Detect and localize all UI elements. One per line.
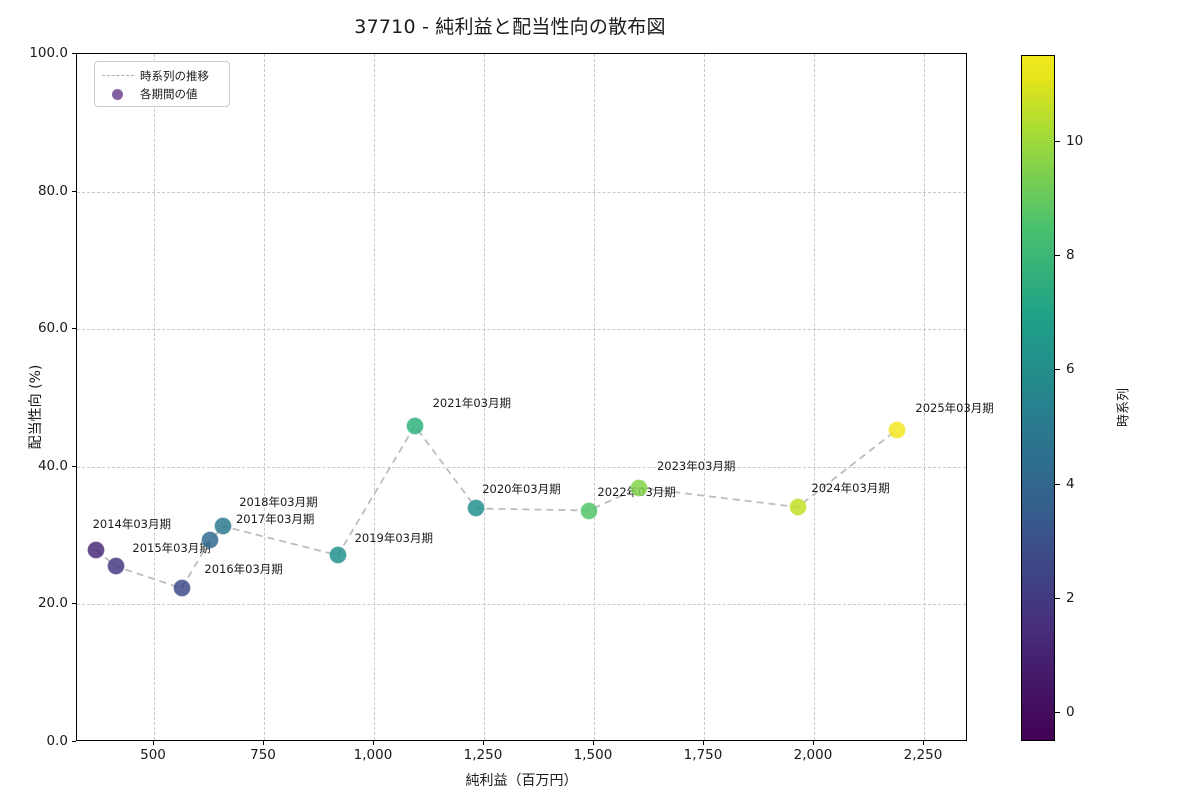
y-tick-mark xyxy=(72,741,76,742)
gridline-horizontal xyxy=(77,329,966,331)
gridline-vertical xyxy=(154,54,155,740)
data-point[interactable] xyxy=(329,546,347,564)
y-tick-mark xyxy=(72,465,76,467)
colorbar-tick-label: 6 xyxy=(1066,361,1075,378)
y-tick-label: 60.0 xyxy=(37,320,68,337)
colorbar-tick-mark xyxy=(1055,483,1060,485)
x-tick-mark xyxy=(813,741,814,745)
data-point-label: 2019年03月期 xyxy=(354,531,433,546)
legend-label-values: 各期間の値 xyxy=(140,86,198,101)
x-tick-mark xyxy=(153,741,154,745)
data-point-label: 2017年03月期 xyxy=(235,512,315,527)
x-tick-mark xyxy=(923,741,924,745)
data-point[interactable] xyxy=(406,417,424,435)
data-point-label: 2016年03月期 xyxy=(204,562,283,577)
x-tick-label: 1,250 xyxy=(463,747,503,763)
x-tick-mark xyxy=(373,741,374,745)
y-tick-mark xyxy=(72,53,76,54)
gridline-vertical xyxy=(484,54,485,740)
data-point[interactable] xyxy=(173,579,191,597)
x-tick-label: 1,750 xyxy=(683,747,723,763)
gridline-vertical xyxy=(924,54,925,740)
colorbar xyxy=(1021,55,1055,741)
x-axis-label: 純利益（百万円） xyxy=(465,773,578,789)
x-tick-mark xyxy=(703,741,704,745)
gridline-vertical xyxy=(814,54,815,740)
colorbar-tick-label: 0 xyxy=(1066,704,1075,721)
y-tick-label: 40.0 xyxy=(37,457,68,474)
circle-marker-icon xyxy=(101,87,135,101)
x-tick-label: 2,000 xyxy=(793,747,833,763)
x-tick-label: 1,500 xyxy=(573,747,613,763)
y-tick-label: 80.0 xyxy=(37,182,68,199)
data-point[interactable] xyxy=(580,502,598,520)
colorbar-tick-label: 10 xyxy=(1066,132,1084,149)
y-tick-label: 20.0 xyxy=(37,595,68,612)
data-point[interactable] xyxy=(630,479,648,497)
gridline-horizontal xyxy=(77,604,966,606)
x-tick-label: 1,000 xyxy=(353,747,393,763)
x-tick-label: 750 xyxy=(250,747,276,763)
x-tick-mark xyxy=(263,741,264,745)
colorbar-tick-mark xyxy=(1055,255,1060,257)
data-point[interactable] xyxy=(888,421,906,439)
data-point-label: 2023年03月期 xyxy=(656,458,736,473)
data-point-label: 2014年03月期 xyxy=(92,516,171,531)
data-point-label: 2024年03月期 xyxy=(811,481,890,496)
data-point[interactable] xyxy=(789,498,807,516)
y-axis-label: 配当性向 (%) xyxy=(28,364,44,450)
data-point-label: 2015年03月期 xyxy=(132,541,211,556)
gridline-vertical xyxy=(594,54,595,740)
data-point[interactable] xyxy=(87,541,105,559)
colorbar-tick-mark xyxy=(1055,712,1060,714)
data-point[interactable] xyxy=(214,517,232,535)
gridline-vertical xyxy=(374,54,375,740)
colorbar-tick-label: 8 xyxy=(1066,247,1075,264)
data-point-label: 2021年03月期 xyxy=(432,395,511,410)
y-tick-mark xyxy=(72,190,76,192)
colorbar-tick-mark xyxy=(1055,598,1060,600)
data-point[interactable] xyxy=(107,557,125,575)
x-tick-mark xyxy=(483,741,484,745)
y-tick-mark xyxy=(72,328,76,330)
dashed-line-icon xyxy=(101,69,135,83)
data-point-label: 2020年03月期 xyxy=(482,482,561,497)
y-tick-label: 100.0 xyxy=(29,45,68,61)
colorbar-tick-mark xyxy=(1055,369,1060,371)
legend-entry-values: 各期間の値 xyxy=(101,85,223,102)
gridline-horizontal xyxy=(77,191,966,193)
legend: 時系列の推移 各期間の値 xyxy=(94,61,230,107)
plot-area xyxy=(76,53,967,741)
colorbar-tick-label: 4 xyxy=(1066,475,1075,492)
colorbar-tick-label: 2 xyxy=(1066,590,1075,607)
colorbar-label: 時系列 xyxy=(1116,388,1132,428)
data-point-label: 2018年03月期 xyxy=(239,495,318,510)
y-tick-label: 0.0 xyxy=(46,733,68,749)
data-point[interactable] xyxy=(467,499,485,517)
legend-label-trend: 時系列の推移 xyxy=(140,68,209,83)
gridline-horizontal xyxy=(77,466,966,468)
y-tick-mark xyxy=(72,603,76,605)
legend-entry-trend: 時系列の推移 xyxy=(101,67,223,84)
data-point[interactable] xyxy=(201,531,219,549)
x-tick-mark xyxy=(593,741,594,745)
page-title: 37710 - 純利益と配当性向の散布図 xyxy=(354,16,666,38)
colorbar-tick-mark xyxy=(1055,140,1060,142)
gridline-vertical xyxy=(264,54,265,740)
data-point-label: 2025年03月期 xyxy=(915,401,994,416)
gridline-vertical xyxy=(704,54,705,740)
x-tick-label: 500 xyxy=(140,747,166,763)
x-tick-label: 2,250 xyxy=(903,747,943,763)
